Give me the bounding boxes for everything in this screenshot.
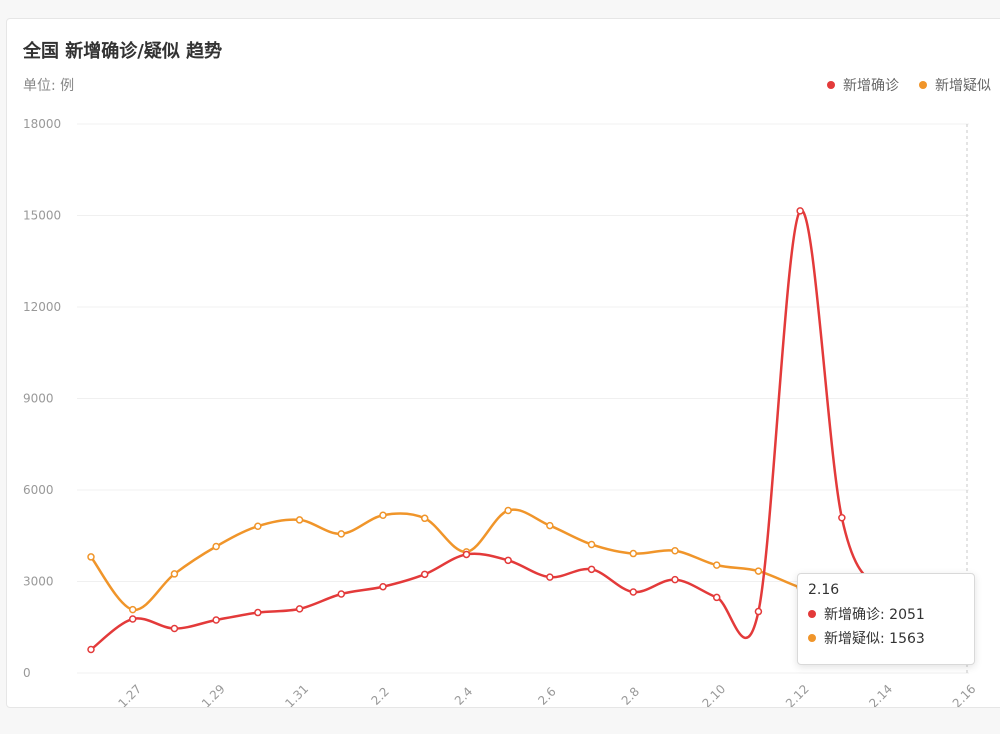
x-tick-label: 2.14 — [866, 682, 895, 707]
y-tick-label: 6000 — [23, 483, 54, 497]
x-tick-label: 2.4 — [452, 684, 475, 707]
tooltip-row-confirmed: 新增确诊: 2051 — [808, 602, 964, 626]
data-point-suspected — [212, 542, 220, 551]
chart-card: 全国 新增确诊/疑似 趋势 单位: 例 新增确诊 新增疑似 0 3000 6000 9… — [6, 18, 1000, 708]
data-point-confirmed — [170, 624, 179, 633]
data-point-confirmed — [295, 605, 304, 613]
data-point-confirmed — [629, 588, 638, 596]
tooltip-text-confirmed: 新增确诊: 2051 — [824, 607, 925, 623]
data-point-confirmed — [546, 573, 554, 581]
x-tick-label: 2.6 — [535, 684, 558, 707]
data-point-suspected — [546, 521, 554, 530]
y-tick-label: 12000 — [23, 300, 61, 314]
data-point-suspected — [128, 605, 137, 614]
data-point-suspected — [87, 553, 95, 561]
data-point-confirmed — [254, 608, 262, 617]
data-point-confirmed — [128, 615, 137, 623]
unit-label: 单位: 例 — [23, 78, 75, 94]
line-chart[interactable]: 0 3000 6000 9000 12000 15000 18000 1.27 1.29 1.31… — [7, 19, 1000, 707]
legend-dot-suspected — [919, 81, 927, 89]
data-point-suspected — [587, 540, 596, 549]
data-point-suspected — [420, 514, 429, 523]
legend-dot-confirmed — [827, 81, 835, 89]
data-point-suspected — [254, 522, 262, 530]
x-tick-label: 1.27 — [115, 682, 144, 707]
data-point-suspected — [712, 561, 721, 569]
data-point-confirmed — [712, 593, 721, 602]
x-tick-label: 2.16 — [950, 682, 979, 707]
legend: 新增确诊 新增疑似 — [807, 75, 991, 95]
data-point-suspected — [629, 549, 638, 558]
x-tick-label: 2.10 — [699, 682, 728, 707]
legend-label-suspected: 新增疑似 — [935, 78, 991, 94]
data-point-confirmed — [504, 556, 512, 565]
x-tick-label: 2.12 — [783, 682, 812, 707]
tooltip: 2.16 新增确诊: 2051 新增疑似: 1563 — [797, 573, 975, 665]
tooltip-row-suspected: 新增疑似: 1563 — [808, 626, 964, 650]
x-tick-label: 2.2 — [368, 684, 391, 707]
data-point-suspected — [671, 547, 679, 555]
y-tick-label: 0 — [23, 666, 31, 680]
y-tick-label: 3000 — [23, 575, 54, 589]
x-tick-label: 1.31 — [282, 682, 311, 707]
data-point-suspected — [504, 506, 512, 515]
y-tick-label: 9000 — [23, 392, 54, 406]
data-point-suspected — [295, 516, 304, 524]
x-tick-label: 1.29 — [199, 682, 228, 707]
data-point-confirmed — [420, 570, 429, 579]
data-point-confirmed — [337, 590, 346, 598]
data-point-confirmed — [796, 207, 804, 215]
data-point-suspected — [379, 511, 387, 519]
data-point-confirmed — [587, 565, 596, 574]
data-point-confirmed — [838, 514, 846, 522]
data-point-confirmed — [379, 582, 387, 591]
data-point-suspected — [754, 567, 763, 575]
data-point-confirmed — [754, 607, 763, 616]
chart-title: 全国 新增确诊/疑似 趋势 — [23, 41, 223, 62]
data-point-suspected — [337, 530, 346, 538]
tooltip-title: 2.16 — [808, 582, 840, 598]
tooltip-dot-confirmed — [808, 610, 816, 618]
tooltip-text-suspected: 新增疑似: 1563 — [824, 631, 925, 647]
legend-item-confirmed[interactable]: 新增确诊 — [827, 75, 899, 95]
x-tick-label: 2.8 — [619, 684, 642, 707]
y-tick-label: 18000 — [23, 117, 61, 131]
data-point-confirmed — [671, 575, 679, 584]
y-tick-label: 15000 — [23, 209, 61, 223]
tooltip-dot-suspected — [808, 634, 816, 642]
legend-label-confirmed: 新增确诊 — [843, 78, 899, 94]
data-point-confirmed — [87, 645, 95, 654]
data-point-suspected — [170, 570, 179, 578]
data-point-confirmed — [462, 550, 471, 559]
legend-item-suspected[interactable]: 新增疑似 — [919, 75, 991, 95]
data-point-confirmed — [212, 616, 220, 624]
